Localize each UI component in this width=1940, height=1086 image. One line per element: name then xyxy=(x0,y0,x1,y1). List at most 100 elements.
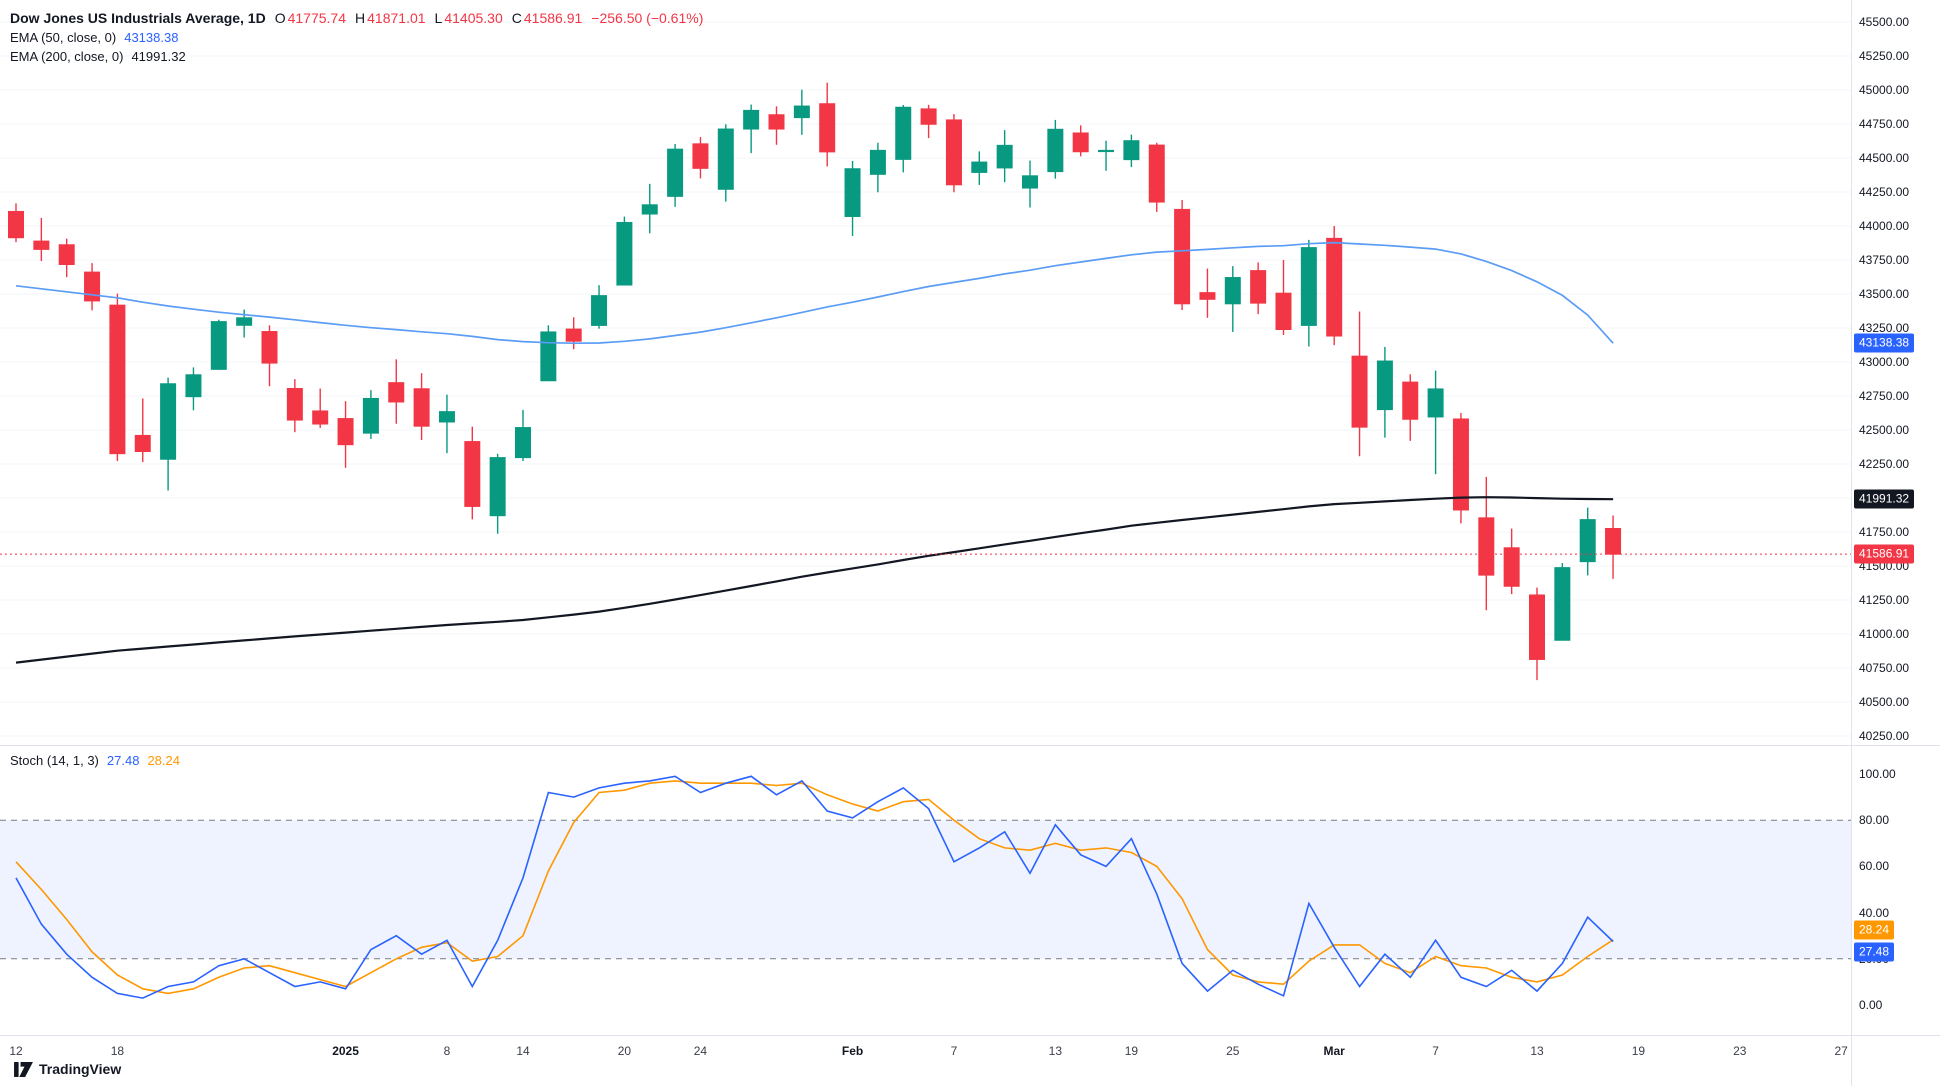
price-axis[interactable]: 40250.00 40500.00 40750.00 41000.00 41250.00… xyxy=(1851,0,1940,1086)
price-badge: 43138.38 xyxy=(1854,333,1915,353)
candle-body xyxy=(743,109,760,130)
symbol-title[interactable]: Dow Jones US Industrials Average, 1D xyxy=(10,10,266,26)
candle-body xyxy=(616,221,633,286)
tradingview-logo-icon xyxy=(14,1061,33,1077)
stoch-axis-label: 80.00 xyxy=(1859,813,1890,828)
candle-body xyxy=(768,114,785,130)
candle-body xyxy=(8,210,24,239)
price-axis-label: 43750.00 xyxy=(1859,253,1910,267)
price-axis-label: 44250.00 xyxy=(1859,185,1910,199)
candle-body xyxy=(210,321,227,370)
candle-body xyxy=(109,304,126,455)
candle-body xyxy=(1224,277,1241,305)
stoch-k-line xyxy=(15,775,1614,999)
candle-body xyxy=(464,441,481,507)
candle-body xyxy=(971,161,988,173)
time-axis-label: 8 xyxy=(443,1044,451,1058)
candle-body xyxy=(1250,270,1267,304)
time-axis-label: 7 xyxy=(950,1044,958,1058)
price-axis-label: 40500.00 xyxy=(1859,695,1910,709)
price-badge: 41991.32 xyxy=(1854,489,1915,509)
candle-body xyxy=(438,411,455,423)
candle-body xyxy=(1376,360,1393,411)
candle-body xyxy=(1478,517,1495,576)
candle-body xyxy=(1098,149,1115,153)
price-axis-label: 44500.00 xyxy=(1859,151,1910,165)
candle-body xyxy=(1326,237,1343,337)
low-label: L xyxy=(434,10,443,26)
stoch-d-value: 28.24 xyxy=(147,753,180,768)
time-axis-label: 20 xyxy=(617,1044,632,1058)
candle-body xyxy=(362,397,379,434)
candle-body xyxy=(312,410,329,425)
candle-body xyxy=(1199,292,1216,300)
candle-body xyxy=(33,240,50,250)
stoch-axis-label: 0.00 xyxy=(1859,998,1883,1012)
time-axis-label: 12 xyxy=(9,1044,23,1058)
candle-body xyxy=(641,204,658,215)
candle-body xyxy=(1503,547,1520,587)
price-axis-label: 42250.00 xyxy=(1859,457,1910,471)
price-axis-label: 41250.00 xyxy=(1859,593,1910,607)
candle-body xyxy=(1402,381,1419,420)
stoch-pane[interactable] xyxy=(0,745,1852,1035)
price-badge: 41586.91 xyxy=(1854,544,1915,564)
stoch-axis-label: 100.00 xyxy=(1859,767,1896,781)
candle-body xyxy=(844,168,861,217)
time-axis-label: 19 xyxy=(1124,1044,1139,1058)
stoch-legend-row[interactable]: Stoch (14, 1, 3) 27.48 28.24 xyxy=(10,752,180,770)
time-axis-label: Mar xyxy=(1323,1044,1345,1058)
candle-body xyxy=(337,418,354,446)
candle-body xyxy=(819,103,836,153)
candle-body xyxy=(692,143,709,169)
candle-body xyxy=(1072,132,1089,153)
candle-body xyxy=(1022,175,1038,189)
stoch-band-fill xyxy=(0,820,1852,959)
main-legend: Dow Jones US Industrials Average, 1D O 4… xyxy=(10,8,703,66)
candle-body xyxy=(1554,567,1571,641)
candle-body xyxy=(591,295,608,326)
ema200-label: EMA (200, close, 0) xyxy=(10,49,124,64)
candle-body xyxy=(1047,128,1064,173)
time-axis-label: 27 xyxy=(1834,1044,1848,1058)
candle-body xyxy=(261,331,278,364)
price-axis-label: 43500.00 xyxy=(1859,287,1910,301)
candle-body xyxy=(1148,144,1165,203)
candle-body xyxy=(185,374,202,398)
time-axis-label: 24 xyxy=(693,1044,708,1058)
tradingview-logo-text: TradingView xyxy=(39,1061,122,1077)
stoch-k-value: 27.48 xyxy=(106,753,140,768)
candle-body xyxy=(920,108,937,125)
open-label: O xyxy=(274,10,286,26)
time-axis-label: 19 xyxy=(1631,1044,1646,1058)
stoch-label: Stoch (14, 1, 3) xyxy=(10,753,99,768)
time-axis-label: 2025 xyxy=(332,1044,359,1058)
tradingview-logo[interactable]: TradingView xyxy=(14,1061,121,1077)
candle-body xyxy=(793,105,810,119)
candle-body xyxy=(667,148,684,197)
symbol-legend-row[interactable]: Dow Jones US Industrials Average, 1D O 4… xyxy=(10,8,703,28)
stoch-badge: 28.24 xyxy=(1854,920,1895,940)
candle-body xyxy=(1605,527,1622,555)
pane-separator[interactable] xyxy=(0,745,1852,746)
price-axis-label: 42750.00 xyxy=(1859,389,1910,403)
price-axis-label: 40750.00 xyxy=(1859,661,1910,675)
time-axis[interactable]: 12 18 2025 8 14 20 24 Feb 7 13 19 25 Mar 7 13 19 23 27 xyxy=(0,1035,1852,1086)
price-axis-label: 41000.00 xyxy=(1859,627,1910,641)
candle-body xyxy=(1174,208,1191,305)
price-axis-label: 44000.00 xyxy=(1859,219,1910,233)
time-axis-label: 7 xyxy=(1432,1044,1439,1058)
candle-body xyxy=(236,317,253,326)
ema50-legend-row[interactable]: EMA (50, close, 0) 43138.38 xyxy=(10,28,703,47)
price-axis-label: 40250.00 xyxy=(1859,729,1910,743)
price-axis-label: 45000.00 xyxy=(1859,83,1910,97)
price-axis-label: 41750.00 xyxy=(1859,525,1910,539)
candle-body xyxy=(58,244,75,265)
change-value: −256.50 (−0.61%) xyxy=(591,10,704,26)
price-axis-label: 43250.00 xyxy=(1859,321,1910,335)
price-pane[interactable] xyxy=(0,0,1852,745)
ema200-legend-row[interactable]: EMA (200, close, 0) 41991.32 xyxy=(10,47,703,66)
candle-body xyxy=(869,149,886,175)
time-axis-label: 23 xyxy=(1733,1044,1747,1058)
high-label: H xyxy=(355,10,366,26)
